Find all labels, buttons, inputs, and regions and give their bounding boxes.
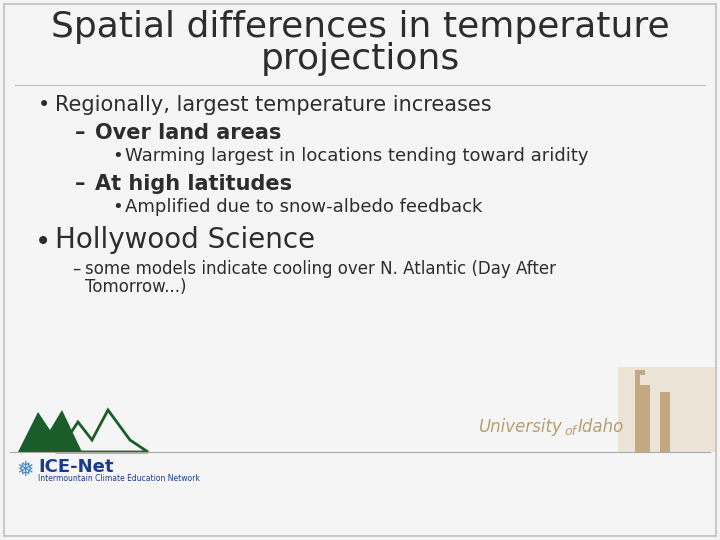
Text: –: – [75, 174, 86, 194]
FancyBboxPatch shape [4, 4, 716, 536]
Text: ❅: ❅ [16, 460, 34, 480]
Text: University: University [478, 418, 562, 436]
Text: Regionally, largest temperature increases: Regionally, largest temperature increase… [55, 95, 492, 115]
Text: •: • [38, 95, 50, 115]
Text: –: – [72, 260, 81, 278]
Polygon shape [635, 370, 650, 452]
Text: Hollywood Science: Hollywood Science [55, 226, 315, 254]
Text: Intermountain Climate Education Network: Intermountain Climate Education Network [38, 474, 200, 483]
Polygon shape [18, 410, 82, 452]
Text: Spatial differences in temperature: Spatial differences in temperature [50, 10, 670, 44]
Text: Tomorrow...): Tomorrow...) [85, 278, 186, 296]
Text: •: • [112, 147, 122, 165]
Text: Over land areas: Over land areas [95, 123, 282, 143]
Text: Amplified due to snow-albedo feedback: Amplified due to snow-albedo feedback [125, 198, 482, 216]
Text: •: • [112, 198, 122, 216]
Text: of: of [564, 425, 576, 438]
FancyBboxPatch shape [618, 367, 715, 452]
Text: –: – [75, 123, 86, 143]
Text: projections: projections [261, 42, 459, 76]
Text: Warming largest in locations tending toward aridity: Warming largest in locations tending tow… [125, 147, 588, 165]
Polygon shape [660, 392, 670, 452]
Text: •: • [35, 228, 51, 256]
Text: At high latitudes: At high latitudes [95, 174, 292, 194]
Text: Idaho: Idaho [578, 418, 624, 436]
Text: some models indicate cooling over N. Atlantic (Day After: some models indicate cooling over N. Atl… [85, 260, 556, 278]
Text: ICE-Net: ICE-Net [38, 458, 114, 476]
